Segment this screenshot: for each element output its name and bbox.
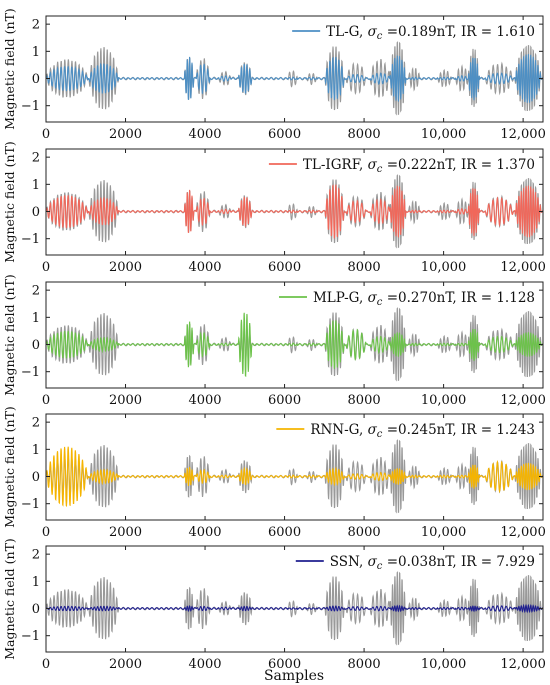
x-tick-label: 6000	[268, 260, 301, 275]
x-tick-label: 6000	[268, 657, 301, 672]
x-axis-label: Samples	[264, 668, 324, 684]
legend: SSN, σc =0.038nT, IR = 7.929	[295, 554, 535, 572]
x-tick-label: 12,000	[500, 657, 546, 672]
x-tick-label: 8000	[348, 657, 381, 672]
x-tick-label: 6000	[268, 127, 301, 142]
y-tick-label: 2	[32, 151, 40, 166]
x-tick-label: 10,000	[421, 393, 467, 408]
y-axis-label: Magnetic field (nT)	[2, 8, 17, 130]
x-tick-label: 12,000	[500, 260, 546, 275]
y-tick-label: 0	[32, 72, 40, 87]
series-line-RNN-G	[46, 446, 543, 508]
y-tick-label: −1	[21, 365, 40, 380]
y-tick-label: 1	[32, 45, 40, 60]
y-axis-label: Magnetic field (nT)	[2, 274, 17, 396]
y-tick-label: 0	[32, 602, 40, 617]
x-tick-label: 2000	[109, 393, 142, 408]
y-tick-label: −1	[21, 497, 40, 512]
y-axis-label: Magnetic field (nT)	[2, 538, 17, 660]
x-tick-label: 4000	[188, 260, 221, 275]
series-line-MLP-G	[46, 312, 543, 378]
plot-frame	[45, 148, 544, 256]
x-tick-label: 10,000	[421, 657, 467, 672]
y-tick-label: 0	[32, 205, 40, 220]
legend: RNN-G, σc =0.245nT, IR = 1.243	[276, 422, 535, 440]
y-tick-label: 1	[32, 443, 40, 458]
x-tick-label: 0	[42, 260, 50, 275]
legend: MLP-G, σc =0.270nT, IR = 1.128	[278, 290, 535, 308]
x-tick-label: 8000	[348, 525, 381, 540]
x-tick-label: 8000	[348, 127, 381, 142]
y-tick-label: 0	[32, 470, 40, 485]
y-axis-label: Magnetic field (nT)	[2, 406, 17, 528]
y-tick-label: 2	[32, 284, 40, 299]
subplot-5: 0 2000 4000 6000 8000 10,000 12,000−1012Magnet…	[2, 538, 546, 672]
y-tick-label: 1	[32, 311, 40, 326]
x-tick-label: 8000	[348, 260, 381, 275]
x-tick-label: 4000	[188, 127, 221, 142]
legend-label: RNN-G, σc =0.245nT, IR = 1.243	[310, 422, 535, 440]
subplot-2: 0 2000 4000 6000 8000 10,000 12,000−1012Magnet…	[2, 141, 546, 275]
plot-frame	[45, 545, 544, 653]
subplot-3: 0 2000 4000 6000 8000 10,000 12,000−1012Magnet…	[2, 274, 546, 408]
x-tick-label: 2000	[109, 657, 142, 672]
plot-frame	[45, 413, 544, 521]
x-tick-label: 4000	[188, 657, 221, 672]
x-tick-label: 0	[42, 393, 50, 408]
series-line-TL-IGRF	[46, 184, 543, 239]
x-tick-label: 10,000	[421, 127, 467, 142]
y-tick-label: 2	[32, 416, 40, 431]
legend: TL-IGRF, σc =0.222nT, IR = 1.370	[268, 157, 535, 175]
x-tick-label: 10,000	[421, 525, 467, 540]
y-tick-label: 0	[32, 338, 40, 353]
legend: TL-G, σc =0.189nT, IR = 1.610	[292, 24, 535, 42]
x-tick-label: 0	[42, 657, 50, 672]
legend-label: SSN, σc =0.038nT, IR = 7.929	[330, 554, 535, 572]
y-tick-label: −1	[21, 99, 40, 114]
y-tick-label: 2	[32, 18, 40, 33]
x-tick-label: 0	[42, 525, 50, 540]
y-tick-label: 1	[32, 178, 40, 193]
y-axis-label: Magnetic field (nT)	[2, 141, 17, 263]
x-tick-label: 2000	[109, 525, 142, 540]
plot-frame	[45, 15, 544, 123]
x-tick-label: 4000	[188, 525, 221, 540]
y-tick-label: 1	[32, 575, 40, 590]
y-tick-label: −1	[21, 629, 40, 644]
x-tick-label: 6000	[268, 393, 301, 408]
y-tick-label: 2	[32, 548, 40, 563]
x-tick-label: 8000	[348, 393, 381, 408]
subplot-4: 0 2000 4000 6000 8000 10,000 12,000−1012Magnet…	[2, 406, 546, 540]
x-tick-label: 12,000	[500, 525, 546, 540]
x-tick-label: 2000	[109, 127, 142, 142]
x-tick-label: 0	[42, 127, 50, 142]
subplot-panels: 0 2000 4000 6000 8000 10,000 12,000−1012Magnet…	[2, 8, 546, 672]
x-tick-label: 10,000	[421, 260, 467, 275]
x-tick-label: 12,000	[500, 127, 546, 142]
series-line-TL-G	[46, 54, 543, 103]
subplot-1: 0 2000 4000 6000 8000 10,000 12,000−1012Magnet…	[2, 8, 546, 142]
plot-frame	[45, 281, 544, 389]
legend-label: TL-IGRF, σc =0.222nT, IR = 1.370	[303, 157, 535, 175]
legend-label: TL-G, σc =0.189nT, IR = 1.610	[326, 24, 535, 42]
legend-label: MLP-G, σc =0.270nT, IR = 1.128	[313, 290, 535, 308]
x-tick-label: 6000	[268, 525, 301, 540]
series-line-SSN	[46, 603, 543, 614]
x-tick-label: 2000	[109, 260, 142, 275]
y-tick-label: −1	[21, 232, 40, 247]
x-tick-label: 4000	[188, 393, 221, 408]
x-tick-label: 12,000	[500, 393, 546, 408]
